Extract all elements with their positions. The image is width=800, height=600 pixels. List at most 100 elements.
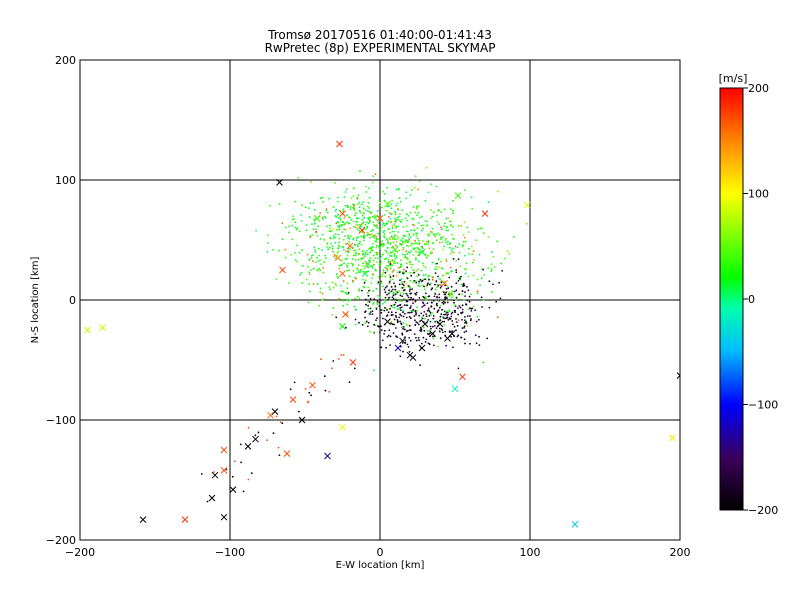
data-point: [279, 421, 282, 423]
data-point: [402, 226, 405, 228]
data-point: [362, 236, 364, 239]
data-point: [367, 216, 370, 219]
data-point: [401, 326, 403, 329]
data-point: [392, 241, 395, 244]
data-point: [405, 250, 408, 253]
data-point: [366, 292, 369, 294]
data-point: [301, 204, 303, 207]
data-point: [425, 296, 427, 298]
data-point: [301, 265, 304, 267]
data-point: [365, 191, 368, 193]
data-point: [476, 292, 479, 295]
data-point: [379, 201, 382, 204]
data-point: [394, 285, 397, 288]
data-point: [348, 241, 351, 243]
data-point: [450, 312, 453, 315]
data-point: [427, 191, 430, 194]
data-point: [414, 211, 417, 214]
data-cross: [384, 318, 391, 325]
data-point: [466, 226, 469, 229]
data-point: [414, 240, 416, 242]
data-point: [438, 327, 441, 330]
data-point: [372, 243, 374, 245]
data-point: [314, 209, 316, 211]
data-cross: [229, 486, 237, 493]
data-point: [470, 310, 473, 312]
data-point: [414, 280, 417, 282]
data-point: [373, 263, 375, 266]
data-point: [320, 263, 322, 265]
data-point: [415, 312, 418, 315]
data-point: [321, 292, 324, 295]
data-point: [486, 337, 489, 340]
data-point: [442, 303, 445, 305]
data-point: [408, 238, 411, 241]
data-point: [441, 308, 443, 311]
data-point: [387, 220, 390, 223]
data-point: [425, 256, 428, 259]
data-point: [372, 290, 375, 292]
data-point: [457, 367, 460, 370]
data-point: [408, 245, 410, 248]
data-point: [479, 227, 482, 229]
data-point: [418, 280, 420, 283]
data-point: [322, 298, 325, 301]
data-point: [389, 217, 392, 220]
data-point: [458, 293, 461, 296]
data-point: [206, 500, 209, 503]
data-point: [395, 297, 397, 300]
data-point: [429, 311, 432, 314]
data-point: [387, 261, 390, 264]
data-point: [462, 283, 465, 286]
data-point: [406, 343, 409, 346]
data-point: [377, 253, 379, 256]
data-point: [447, 313, 449, 316]
data-point: [382, 269, 385, 272]
data-point: [492, 256, 495, 258]
data-point: [409, 263, 411, 265]
data-point: [308, 207, 310, 210]
data-point: [492, 283, 494, 286]
data-point: [348, 222, 351, 225]
data-point: [392, 297, 395, 300]
data-point: [310, 394, 312, 397]
data-point: [376, 210, 379, 212]
data-point: [381, 240, 384, 243]
data-point: [388, 282, 391, 285]
data-point: [361, 218, 364, 221]
data-point: [385, 237, 388, 240]
data-point: [438, 293, 441, 296]
data-point: [416, 207, 418, 210]
data-point: [415, 250, 417, 253]
data-point: [400, 323, 403, 326]
data-point: [399, 200, 402, 203]
data-point: [364, 316, 366, 319]
data-point: [405, 282, 408, 285]
data-point: [298, 251, 301, 254]
data-cross: [279, 266, 286, 274]
data-cross: [298, 416, 306, 424]
data-point: [369, 247, 371, 250]
data-point: [354, 276, 356, 279]
data-point: [427, 333, 430, 336]
data-point: [420, 312, 423, 315]
data-point: [387, 242, 389, 245]
data-point: [479, 284, 481, 287]
data-point: [343, 238, 345, 241]
data-point: [374, 234, 377, 237]
data-point: [395, 274, 398, 277]
data-point: [496, 190, 499, 193]
data-point: [410, 296, 413, 299]
data-point: [396, 202, 399, 205]
data-point: [429, 325, 432, 328]
data-point: [432, 233, 435, 236]
data-point: [435, 303, 438, 306]
data-point: [374, 257, 376, 260]
data-point: [400, 263, 403, 265]
data-point: [413, 186, 416, 189]
y-tick-label: 0: [69, 294, 76, 307]
data-point: [482, 298, 485, 301]
data-point: [386, 247, 389, 249]
colorbar: [719, 87, 744, 511]
data-point: [469, 342, 471, 345]
